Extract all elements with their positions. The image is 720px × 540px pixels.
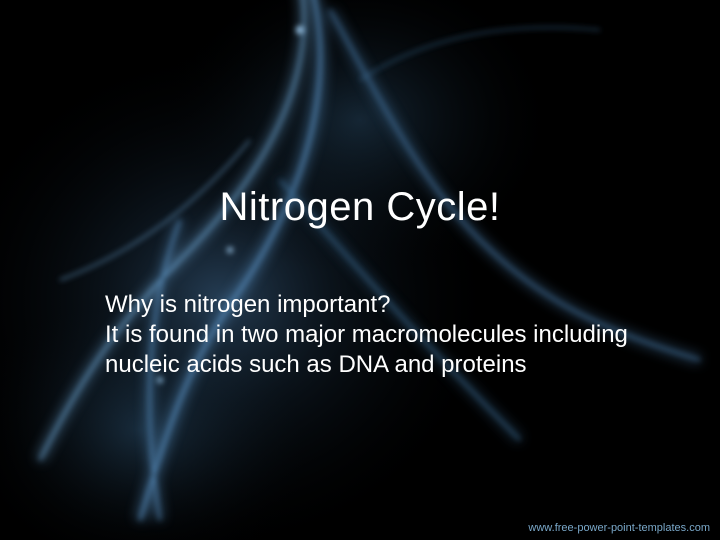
slide-body: Why is nitrogen important? It is found i… [105,290,645,380]
template-credit: www.free-power-point-templates.com [528,522,710,534]
slide-answer: It is found in two major macromolecules … [105,320,645,380]
slide-question: Why is nitrogen important? [105,290,645,320]
slide-title: Nitrogen Cycle! [0,185,720,230]
